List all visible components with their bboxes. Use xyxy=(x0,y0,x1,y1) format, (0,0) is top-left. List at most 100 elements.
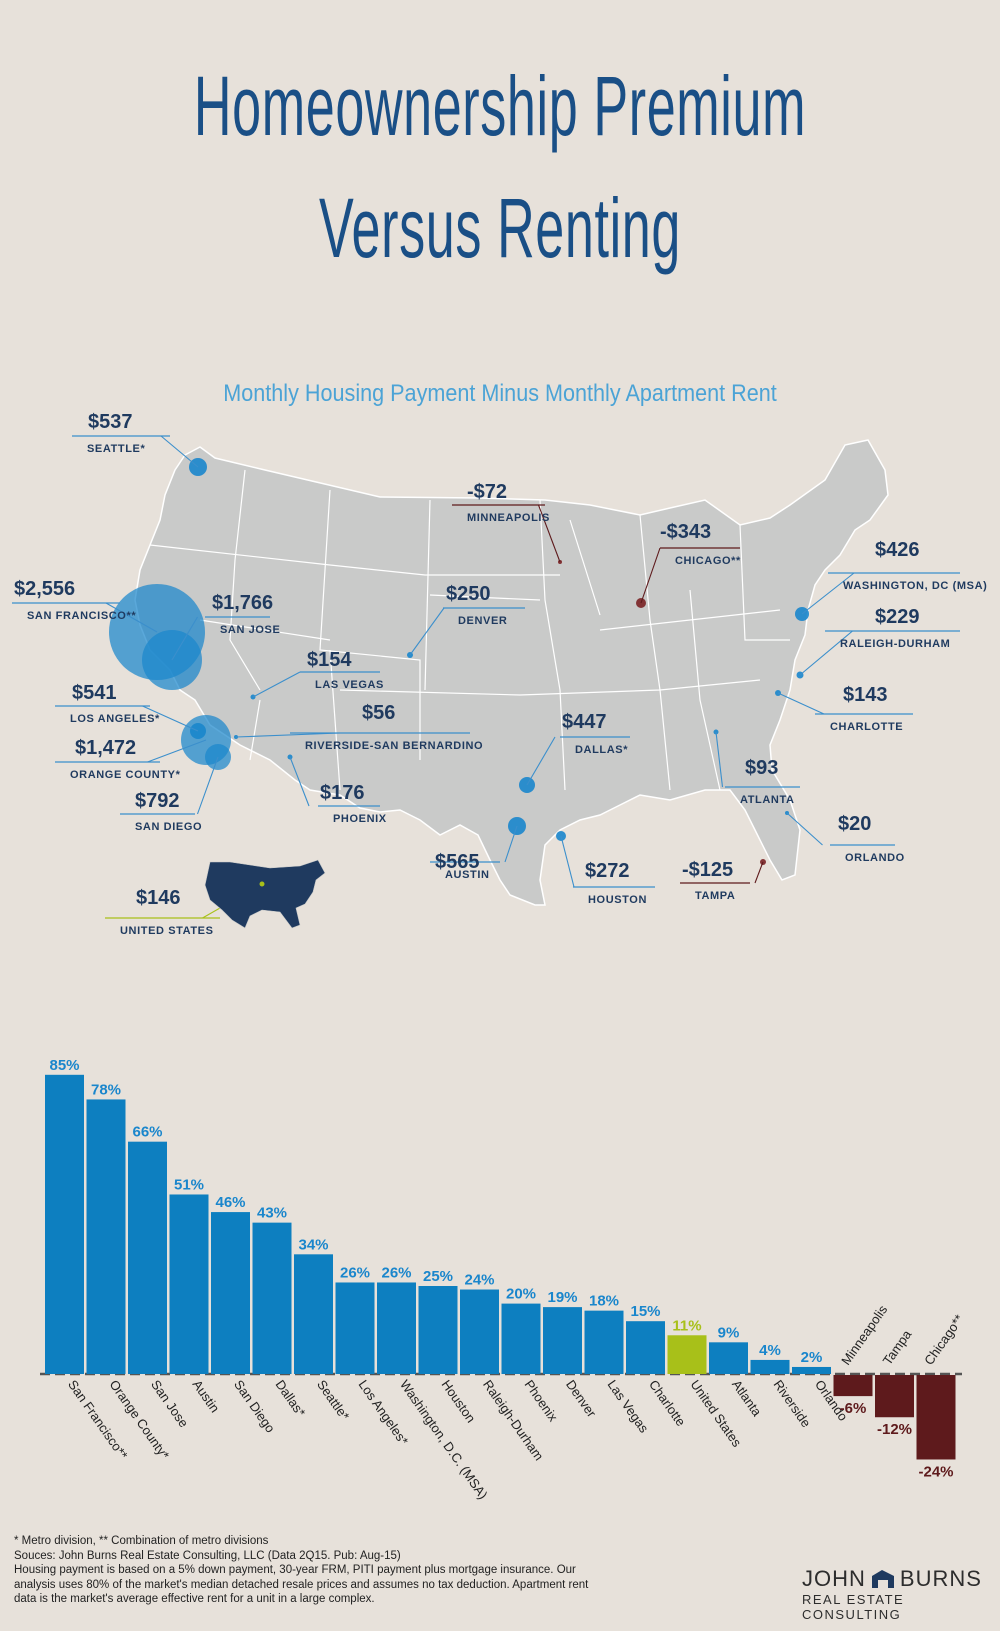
subtitle: Monthly Housing Payment Minus Monthly Ap… xyxy=(223,380,777,407)
bar-value-label: 34% xyxy=(298,1236,328,1253)
callout-leader xyxy=(409,607,445,656)
callout-leader xyxy=(142,705,199,732)
callout-leader xyxy=(105,602,158,633)
category-label: Austin xyxy=(190,1377,223,1415)
bar-20 xyxy=(875,1375,914,1418)
bar-value-label: 20% xyxy=(506,1286,536,1303)
callout-leader xyxy=(504,825,518,863)
bar-11 xyxy=(501,1303,541,1374)
callout-label: ORLANDO xyxy=(845,852,905,864)
callout-label: SAN JOSE xyxy=(220,624,280,636)
callout-value: $2,556 xyxy=(14,578,75,600)
footnotes: * Metro division, ** Combination of metr… xyxy=(14,1534,714,1607)
callout-value: $250 xyxy=(446,583,491,605)
bar-value-label: 24% xyxy=(464,1272,494,1289)
callout-value: $447 xyxy=(562,711,607,733)
category-label: Dallas* xyxy=(273,1377,309,1419)
bar-value-label: 18% xyxy=(589,1293,619,1310)
callout-label: TAMPA xyxy=(695,890,735,902)
callout-leader xyxy=(801,572,855,615)
bar-19 xyxy=(833,1375,873,1397)
category-label: San Jose xyxy=(148,1377,191,1430)
bar-value-label: 26% xyxy=(381,1264,411,1281)
category-label: Las Vegas xyxy=(605,1377,652,1436)
bar-value-label: 66% xyxy=(132,1124,162,1141)
state-borders xyxy=(149,469,790,791)
callout-label: DALLAS* xyxy=(575,744,628,756)
bar-value-label: 51% xyxy=(174,1176,204,1193)
callout-leader xyxy=(786,812,823,846)
callout-value: $792 xyxy=(135,790,180,812)
bar-value-label: 43% xyxy=(257,1205,287,1222)
bar-0 xyxy=(45,1074,84,1374)
callout-label: CHARLOTTE xyxy=(830,721,903,733)
callout-label: CHICAGO** xyxy=(675,555,741,567)
bar-10 xyxy=(460,1289,499,1374)
title-line-2: Versus Renting xyxy=(319,181,681,275)
callout-value: -$72 xyxy=(467,481,507,503)
bar-13 xyxy=(584,1310,624,1374)
note-line: Souces: John Burns Real Estate Consultin… xyxy=(14,1549,401,1562)
category-label: Phoenix xyxy=(522,1377,562,1424)
bar-value-label: -6% xyxy=(840,1400,867,1417)
category-label: Chicago** xyxy=(921,1312,966,1368)
callout-value: $1,766 xyxy=(212,592,273,614)
callout-label: SAN FRANCISCO** xyxy=(27,610,136,622)
category-label: Seattle* xyxy=(314,1377,352,1423)
bar-17 xyxy=(750,1359,790,1374)
callout-value: $541 xyxy=(72,682,117,704)
bar-14 xyxy=(626,1321,665,1374)
callout-value: $154 xyxy=(307,649,352,671)
logo-word-left: JOHN xyxy=(802,1566,866,1591)
logo-word-right: BURNS xyxy=(899,1566,982,1591)
bar-value-label: 26% xyxy=(340,1264,370,1281)
bar-chart: 85%San Francisco**78%Orange County*66%Sa… xyxy=(40,1057,967,1502)
bar-15 xyxy=(667,1335,707,1374)
callout-value: $272 xyxy=(585,860,630,882)
callout-value: $93 xyxy=(745,757,778,779)
callout-leader xyxy=(235,732,341,738)
bar-9 xyxy=(418,1286,458,1374)
callout-value: $229 xyxy=(875,606,920,628)
note-line: Housing payment is based on a 5% down pa… xyxy=(14,1564,576,1576)
bar-7 xyxy=(335,1282,375,1374)
callout-value: $537 xyxy=(88,411,133,433)
logo-subtitle: REAL ESTATE CONSULTING xyxy=(802,1592,905,1622)
bar-2 xyxy=(128,1141,167,1374)
callout-leader xyxy=(799,630,853,676)
category-label: Atlanta xyxy=(729,1377,765,1419)
callout-leader xyxy=(537,504,561,563)
callout-value: $565 xyxy=(435,851,480,873)
note-line: data is the market's average effective r… xyxy=(14,1593,375,1605)
note-line: * Metro division, ** Combination of metr… xyxy=(14,1535,269,1547)
callout-label: MINNEAPOLIS xyxy=(467,512,550,524)
callout-label: ORANGE COUNTY* xyxy=(70,769,181,781)
callout-value: -$125 xyxy=(682,859,733,881)
callout-leader xyxy=(754,861,764,884)
callout-leader xyxy=(252,671,301,698)
callout-label: PHOENIX xyxy=(333,813,387,825)
company-logo: JOHN BURNS REAL ESTATE CONSULTING xyxy=(802,1566,992,1622)
callout-value: $143 xyxy=(843,684,888,706)
callout-leader xyxy=(160,435,199,468)
callout-label: RIVERSIDE-SAN BERNARDINO xyxy=(305,740,483,752)
callout-leader xyxy=(640,547,661,604)
callout-label: HOUSTON xyxy=(588,894,647,906)
callout-leader xyxy=(715,731,724,788)
callout-label: WASHINGTON, DC (MSA) xyxy=(843,580,987,592)
note-line: analysis uses 80% of the market's median… xyxy=(14,1578,589,1591)
bar-value-label: 2% xyxy=(801,1349,823,1366)
bar-value-label: 4% xyxy=(759,1342,781,1359)
bar-value-label: 9% xyxy=(718,1324,740,1341)
callout-leader xyxy=(289,756,310,807)
bar-value-label: -12% xyxy=(877,1421,912,1438)
bar-value-label: 46% xyxy=(215,1194,245,1211)
bar-1 xyxy=(86,1099,126,1374)
bar-4 xyxy=(211,1212,250,1374)
category-label: Charlotte xyxy=(646,1377,689,1429)
bar-16 xyxy=(709,1342,748,1374)
category-label: Riverside xyxy=(771,1377,814,1430)
callout-leader xyxy=(171,616,198,661)
bar-21 xyxy=(916,1375,956,1460)
logo-mark-icon xyxy=(870,1568,896,1590)
